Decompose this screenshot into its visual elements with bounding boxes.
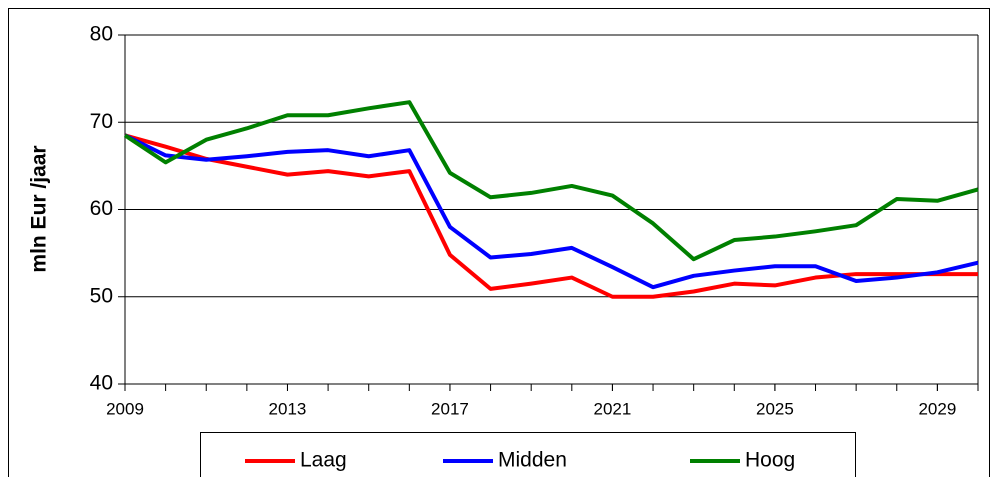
y-tick-label: 70 xyxy=(90,110,113,133)
x-tick-label: 2009 xyxy=(106,399,144,418)
legend-label: Midden xyxy=(498,449,567,472)
x-tick-label: 2013 xyxy=(269,399,307,418)
x-tick-label: 2021 xyxy=(594,399,632,418)
x-tick-label: 2025 xyxy=(756,399,794,418)
line-series xyxy=(123,100,979,262)
y-tick-label: 50 xyxy=(90,284,113,307)
y-tick-label: 40 xyxy=(90,372,113,395)
line-series xyxy=(124,133,979,290)
legend-label: Laag xyxy=(300,449,347,472)
x-tick-label: 2017 xyxy=(431,399,469,418)
line-series xyxy=(124,133,978,299)
legend-label: Hoog xyxy=(745,449,795,472)
chart-frame xyxy=(8,8,990,477)
y-tick-label: 60 xyxy=(90,197,113,220)
y-tick-label: 80 xyxy=(90,23,113,46)
x-tick-label: 2029 xyxy=(918,399,956,418)
legend-box xyxy=(200,432,856,477)
y-axis-label: mln Eur /jaar xyxy=(28,145,51,272)
